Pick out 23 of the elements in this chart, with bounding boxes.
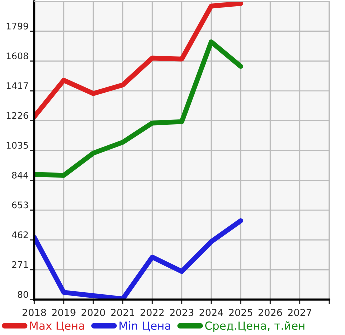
legend-label: Max Цена (30, 322, 84, 332)
y-tick-label: 1608 (6, 52, 28, 60)
legend-label: Min Цена (120, 321, 170, 332)
x-tick-label: 2019 (52, 309, 76, 316)
x-tick-label: 2023 (170, 309, 194, 316)
y-tick-label: 1799 (6, 22, 28, 30)
x-tick-label: 2024 (200, 309, 224, 316)
legend-label: Сред.Цена, т.йен (205, 322, 305, 332)
y-tick-label: 1035 (6, 142, 28, 149)
x-tick-label: 2020 (82, 309, 106, 316)
y-tick-label: 271 (12, 261, 28, 268)
y-tick-label: 1417 (6, 82, 28, 90)
x-tick-label: 2027 (288, 309, 312, 316)
y-tick-label: 462 (12, 232, 28, 238)
x-tick-label: 2026 (258, 309, 282, 316)
y-tick-label: 1226 (6, 112, 28, 120)
x-tick-label: 2021 (111, 309, 134, 316)
x-tick-label: 2018 (22, 309, 46, 316)
y-tick-label: 844 (12, 172, 28, 179)
x-tick-label: 2025 (229, 309, 253, 316)
y-tick-label: 80 (18, 291, 28, 298)
x-tick-label: 2022 (140, 309, 164, 316)
y-tick-label: 653 (12, 202, 28, 209)
